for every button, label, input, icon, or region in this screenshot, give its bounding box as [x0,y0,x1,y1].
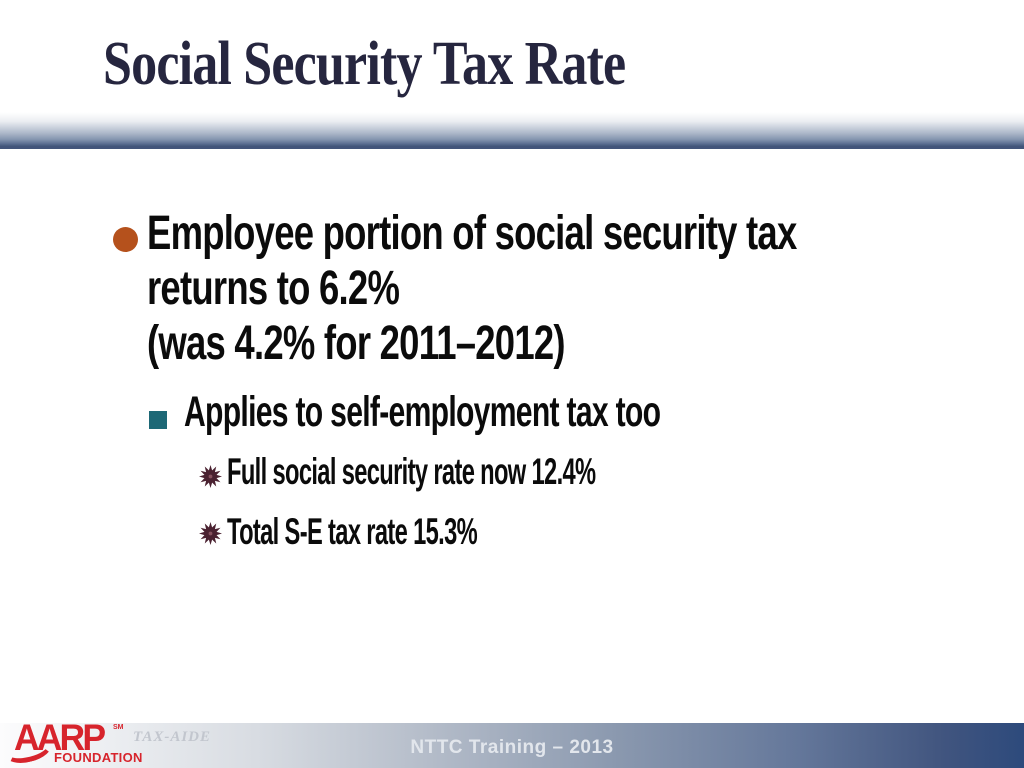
footer-training-label: NTTC Training – 2013 [410,737,614,758]
bullet-text-line: Total S-E tax rate 15.3% [227,511,478,552]
aarp-foundation-label: FOUNDATION [54,750,143,765]
tax-aide-label: TAX-AIDE [133,729,212,745]
flower-bullet-icon [199,465,222,488]
bullet-text-line: Full social security rate now 12.4% [227,451,596,492]
footer-bar [0,723,1024,768]
flower-bullet-icon [199,522,222,545]
bullet-text-line: Employee portion of social security tax [147,207,797,260]
page-title: Social Security Tax Rate [103,30,626,98]
title-divider [0,105,1024,149]
square-bullet-icon [149,411,167,429]
aarp-sm-superscript: SM [113,724,124,731]
circle-bullet-icon [113,227,138,252]
bullet-text-line: Applies to self-employment tax too [184,388,661,436]
bullet-text-line: (was 4.2% for 2011–2012) [147,317,566,370]
aarp-foundation-logo: AARP SM FOUNDATION [1,717,170,768]
bullet-text-line: returns to 6.2% [147,262,400,315]
aarp-logo-text: AARP [14,717,106,758]
